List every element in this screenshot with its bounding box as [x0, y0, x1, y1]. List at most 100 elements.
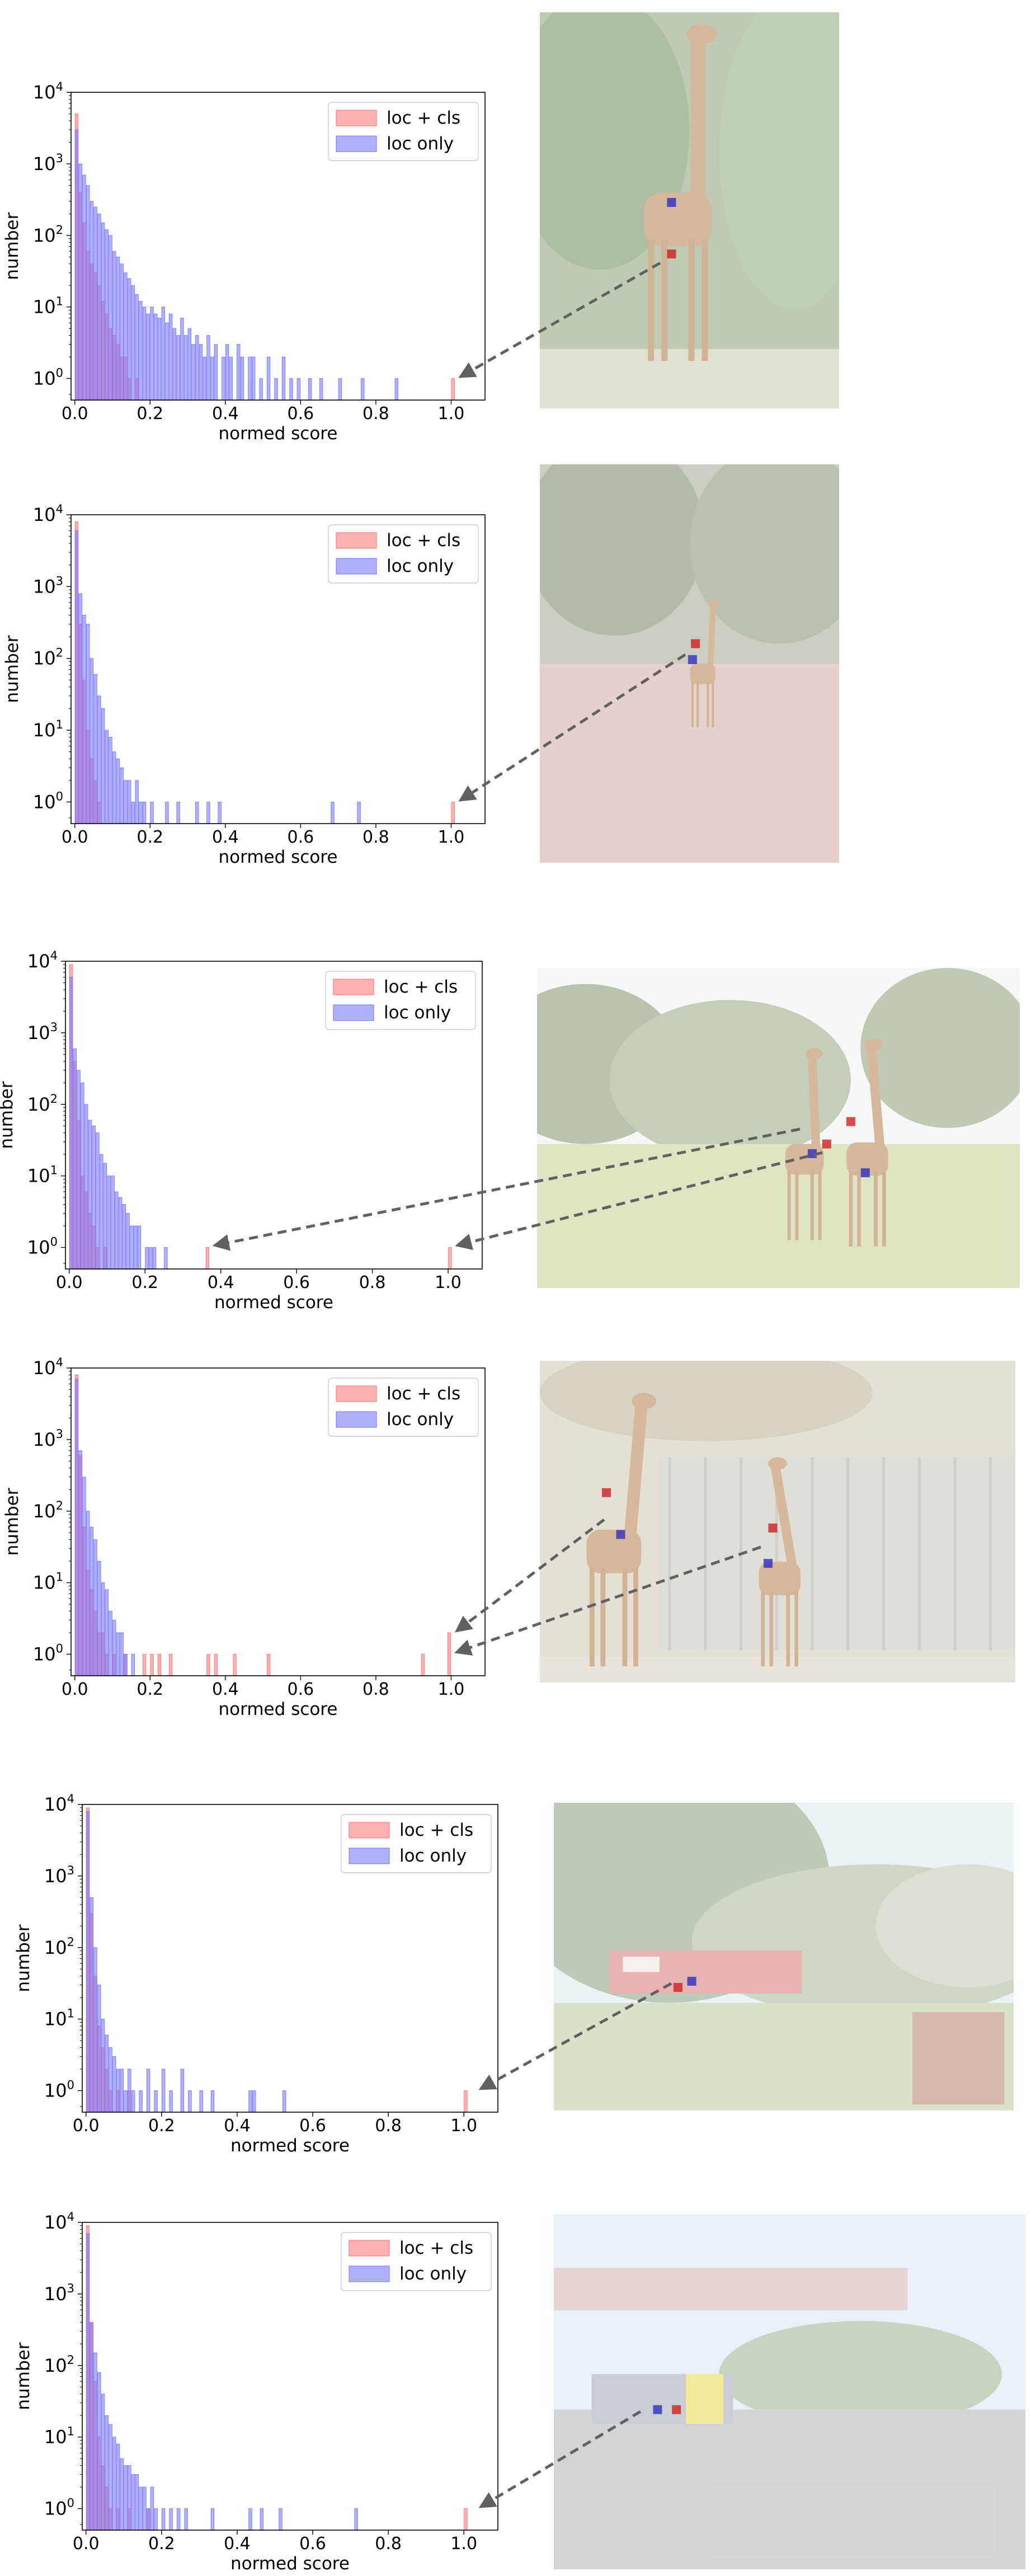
histogram-bar — [214, 344, 218, 401]
histogram-bar — [128, 780, 131, 824]
y-tick-label: 101 — [33, 1571, 63, 1593]
x-tick-label: 0.2 — [136, 828, 163, 847]
histogram-bar — [319, 378, 323, 401]
histogram-bar — [229, 356, 233, 401]
y-axis-label: number — [2, 635, 22, 703]
histogram-bar — [73, 1048, 77, 1270]
histogram-bar — [116, 1632, 120, 1676]
histogram-bar — [150, 1654, 154, 1676]
detection-marker — [860, 1168, 870, 1178]
histogram-bar — [74, 1379, 79, 1676]
histogram-bar — [165, 801, 169, 824]
detection-marker — [764, 1559, 773, 1568]
histogram-bar — [120, 264, 124, 401]
tree-right — [719, 12, 839, 309]
histogram-bar — [111, 1176, 115, 1270]
y-tick-label: 104 — [33, 502, 63, 525]
y-tick-label: 102 — [44, 2353, 74, 2376]
x-tick-label: 0.0 — [73, 2534, 100, 2554]
fence-bar — [953, 1457, 957, 1651]
legend-swatch — [336, 135, 377, 152]
y-tick-label: 104 — [27, 949, 58, 972]
x-axis-label: normed score — [219, 847, 338, 867]
x-tick-label: 0.4 — [212, 828, 239, 847]
histogram-bar — [210, 356, 214, 401]
histogram-bar — [74, 530, 79, 824]
y-tick-label: 101 — [33, 718, 63, 741]
legend-swatch — [349, 2240, 390, 2257]
histogram-bar — [118, 1197, 123, 1270]
histogram-bar — [184, 2508, 188, 2531]
x-tick-label: 0.0 — [62, 1680, 88, 1699]
histogram-chart: 0.0 0.2 0.4 0.6 0.8 1.0 100 101 102 103 104 normed … — [13, 2210, 498, 2574]
histogram-bar — [214, 1654, 218, 1676]
pointer-arrow — [212, 1127, 801, 1251]
histogram-bar — [289, 378, 293, 401]
histogram-bar — [84, 1104, 88, 1270]
histogram-bar — [176, 335, 180, 401]
histogram-bar — [96, 1132, 100, 1270]
histogram-bar — [150, 307, 154, 401]
y-tick-label: 102 — [33, 1499, 63, 1522]
detection-marker — [688, 655, 697, 664]
y-axis-label: number — [2, 1488, 22, 1555]
plot-frame — [70, 514, 486, 824]
histogram-bar — [260, 2508, 263, 2531]
x-tick-label: 0.8 — [363, 404, 389, 424]
histogram-bar — [157, 318, 162, 401]
legend-label: loc + cls — [399, 1820, 473, 1840]
fence-bar — [704, 1457, 707, 1651]
x-tick-label: 1.0 — [450, 2534, 477, 2554]
fence-bar — [989, 1457, 992, 1651]
photo-fade — [554, 2215, 1025, 2569]
histogram-bar — [451, 801, 455, 824]
histogram-bar — [112, 251, 116, 401]
histogram-bar — [69, 976, 73, 1270]
detection-marker — [602, 1488, 611, 1497]
histogram-bar — [195, 801, 199, 824]
histogram-bar — [97, 1985, 101, 2113]
y-tick-label: 100 — [33, 789, 63, 812]
x-tick-label: 1.0 — [435, 1273, 462, 1292]
histogram-bar — [137, 1225, 142, 1270]
pointer-arrow — [455, 1151, 823, 1251]
histogram-bar — [120, 2458, 124, 2531]
y-tick-label: 100 — [44, 2079, 74, 2102]
x-tick-label: 0.8 — [363, 1680, 389, 1699]
legend-swatch — [336, 1385, 377, 1402]
y-axis-label: number — [2, 212, 22, 280]
photo-giraffe-single-far — [540, 464, 839, 863]
histogram-bar — [451, 378, 455, 401]
legend-label: loc + cls — [387, 530, 460, 551]
histogram-bar — [105, 229, 109, 401]
histogram-bar — [154, 2508, 158, 2531]
legend-swatch — [333, 1004, 374, 1021]
histogram-bar — [361, 378, 365, 401]
x-tick-label: 1.0 — [438, 1680, 465, 1699]
histogram-bar — [131, 2090, 135, 2113]
histogram-bar — [188, 2090, 192, 2113]
histogram-bar — [338, 378, 342, 401]
grass — [537, 1144, 1020, 1288]
giraffe-head — [632, 1393, 657, 1409]
histogram-bar — [112, 751, 116, 824]
histogram-bar — [105, 2034, 109, 2113]
histogram-bar — [124, 1654, 128, 1676]
detection-marker — [822, 1139, 831, 1149]
histogram-bar — [205, 1247, 210, 1270]
pointer-arrow — [458, 261, 661, 378]
fence-bar — [668, 1457, 671, 1651]
series-loc-only — [74, 1379, 135, 1676]
histogram-chart: 0.0 0.2 0.4 0.6 0.8 1.0 100 101 102 103 104 normed … — [2, 502, 486, 867]
histogram-bar — [143, 2486, 147, 2531]
histogram-bar — [109, 737, 112, 824]
y-tick-label: 102 — [33, 646, 63, 669]
x-tick-label: 0.0 — [62, 828, 88, 847]
x-tick-label: 0.4 — [208, 1273, 234, 1292]
histogram-bar — [331, 801, 335, 824]
histogram-bar — [165, 322, 169, 401]
histogram-bar — [109, 1611, 112, 1676]
x-axis-label: normed score — [230, 2554, 350, 2574]
histogram-bar — [105, 1589, 109, 1676]
